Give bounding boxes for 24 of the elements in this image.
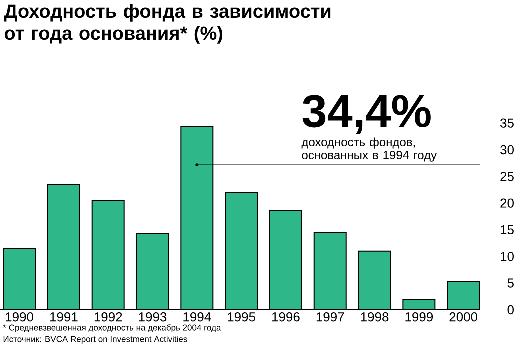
annotation: 34,4% xyxy=(302,95,431,134)
x-tick-label: 1994 xyxy=(184,312,212,322)
x-tick-label: 1991 xyxy=(50,312,78,322)
y-tick-label: 35 xyxy=(500,118,514,128)
y-tick-label: 5 xyxy=(508,278,514,288)
x-tick-label: 1997 xyxy=(316,312,344,322)
x-tick-label: 1992 xyxy=(94,312,122,322)
text: Источник: BVCA Report on Investment Activities xyxy=(4,336,188,344)
y-tick-label: 0 xyxy=(508,305,514,315)
y-tick-label: 25 xyxy=(500,172,514,182)
text: * Средневзвешенная доходность на декабрь 2004 года xyxy=(3,324,222,332)
x-tick-label: 2000 xyxy=(450,312,478,322)
x-tick-label: 1999 xyxy=(406,312,434,322)
annotation: доходность фондов, основанных в 1994 году xyxy=(302,138,438,162)
x-tick-label: 1996 xyxy=(272,312,300,322)
x-tick-label: 1998 xyxy=(361,312,389,322)
x-tick-label: 1990 xyxy=(6,312,34,322)
y-tick-label: 20 xyxy=(500,198,514,208)
y-tick-label: 15 xyxy=(501,225,514,235)
x-tick-label: 1995 xyxy=(228,312,256,322)
chart-title: Доходность фонда в зависимости от года основания* (%) xyxy=(4,4,331,44)
x-tick-label: 1993 xyxy=(139,312,167,322)
y-tick-label: 10 xyxy=(501,252,514,262)
y-tick-label: 30 xyxy=(500,145,514,155)
